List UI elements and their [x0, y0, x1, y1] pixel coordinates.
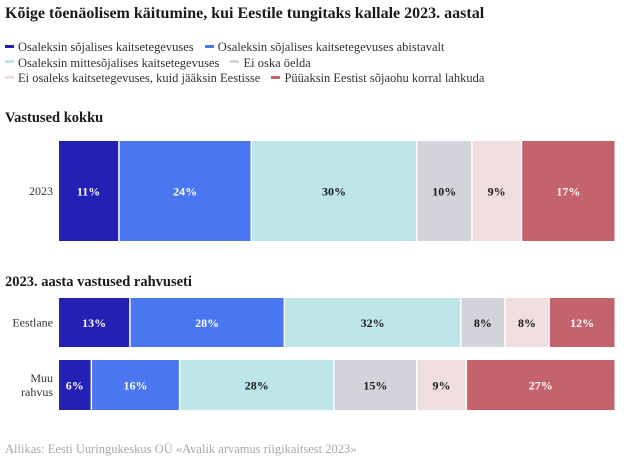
bar-segment[interactable] — [417, 141, 472, 241]
data-label: 10% — [432, 185, 456, 199]
bar-row: 13% 28% 32% 8% 8% 12% Eestlane — [12, 298, 615, 347]
legend-label: Osaleksin sõjalises kaitsetegevuses abis… — [217, 40, 445, 54]
data-label: 15% — [363, 379, 387, 393]
data-label: 8% — [474, 316, 492, 330]
data-label: 28% — [195, 316, 219, 330]
legend-item[interactable]: Ei osaleks kaitsetegevuses, kuid jääksin… — [5, 71, 260, 87]
bar-segment[interactable] — [467, 360, 615, 410]
data-label: 17% — [556, 185, 580, 199]
data-label: 9% — [433, 379, 451, 393]
data-label: 24% — [173, 185, 197, 199]
category-label: rahvus — [21, 385, 53, 399]
bar-segment[interactable] — [549, 298, 615, 347]
data-label: 16% — [123, 379, 147, 393]
chart-title: Kõige tõenäolisem käitumine, kui Eestile… — [5, 5, 485, 22]
bar-segment[interactable] — [92, 360, 179, 410]
legend-swatch — [5, 44, 14, 48]
legend-row: Ei osaleks kaitsetegevuses, kuid jääksin… — [5, 71, 623, 87]
bar-segment[interactable] — [119, 141, 251, 241]
legend-swatch — [204, 44, 214, 48]
bar-segment[interactable] — [130, 298, 284, 347]
legend-label: Püüaksin Eestist sõjaohu korral lahkuda — [284, 71, 485, 85]
bar-segment[interactable] — [522, 141, 615, 241]
legend-swatch — [5, 60, 14, 64]
data-label: 32% — [361, 316, 385, 330]
category-label: Muu — [30, 371, 53, 385]
legend-row: Osaleksin sõjalises kaitsetegevuses Osal… — [5, 40, 623, 56]
bar-segment[interactable] — [59, 298, 130, 347]
data-label: 6% — [66, 379, 84, 393]
data-label: 11% — [77, 185, 100, 199]
legend-label: Osaleksin mittesõjalises kaitsetegevuses — [18, 55, 220, 70]
bar-segment[interactable] — [59, 360, 91, 410]
data-label: 8% — [518, 316, 536, 330]
data-label: 30% — [322, 185, 346, 199]
legend-swatch — [5, 75, 14, 79]
category-label: 2023 — [29, 184, 53, 198]
legend-item[interactable]: Osaleksin mittesõjalises kaitsetegevuses — [5, 56, 219, 72]
legend-swatch — [230, 60, 240, 64]
bar-segment[interactable] — [461, 298, 505, 347]
legend-row: Osaleksin mittesõjalises kaitsetegevuses… — [5, 56, 623, 72]
data-label: 9% — [488, 185, 506, 199]
legend-label: Osaleksin sõjalises kaitsetegevuses — [18, 40, 194, 54]
bar-segment[interactable] — [285, 298, 461, 347]
data-label: 13% — [82, 316, 106, 330]
legend: Osaleksin sõjalises kaitsetegevuses Osal… — [5, 40, 623, 87]
legend-label: Ei osaleks kaitsetegevuses, kuid jääksin… — [18, 71, 261, 85]
category-label: Eestlane — [12, 316, 53, 330]
legend-item[interactable]: Ei oska öelda — [230, 55, 311, 72]
legend-label: Ei oska öelda — [243, 55, 311, 70]
data-label: 12% — [570, 316, 594, 330]
bar-segment[interactable] — [505, 298, 549, 347]
data-label: 27% — [529, 379, 553, 393]
section-title-total: Vastused kokku — [5, 110, 104, 126]
data-label: 28% — [245, 379, 269, 393]
section-title-nationality: 2023. aasta vastused rahvuseti — [5, 274, 192, 290]
bar-segment[interactable] — [334, 360, 416, 410]
bar-segment[interactable] — [252, 141, 416, 241]
legend-item[interactable]: Osaleksin sõjalises kaitsetegevuses abis… — [204, 40, 445, 56]
source-note: Allikas: Eesti Uuringukeskus OÜ «Avalik … — [5, 442, 357, 456]
legend-item[interactable]: Osaleksin sõjalises kaitsetegevuses — [5, 40, 194, 56]
legend-item[interactable]: Püüaksin Eestist sõjaohu korral lahkuda — [271, 71, 484, 87]
bar-row: 11% 24% 30% 10% 9% 17% 2023 — [29, 141, 615, 241]
bar-segment[interactable] — [472, 141, 521, 241]
bar-segment[interactable] — [59, 141, 119, 241]
bar-segment[interactable] — [417, 360, 466, 410]
legend-swatch — [271, 75, 281, 79]
bar-segment[interactable] — [180, 360, 334, 410]
